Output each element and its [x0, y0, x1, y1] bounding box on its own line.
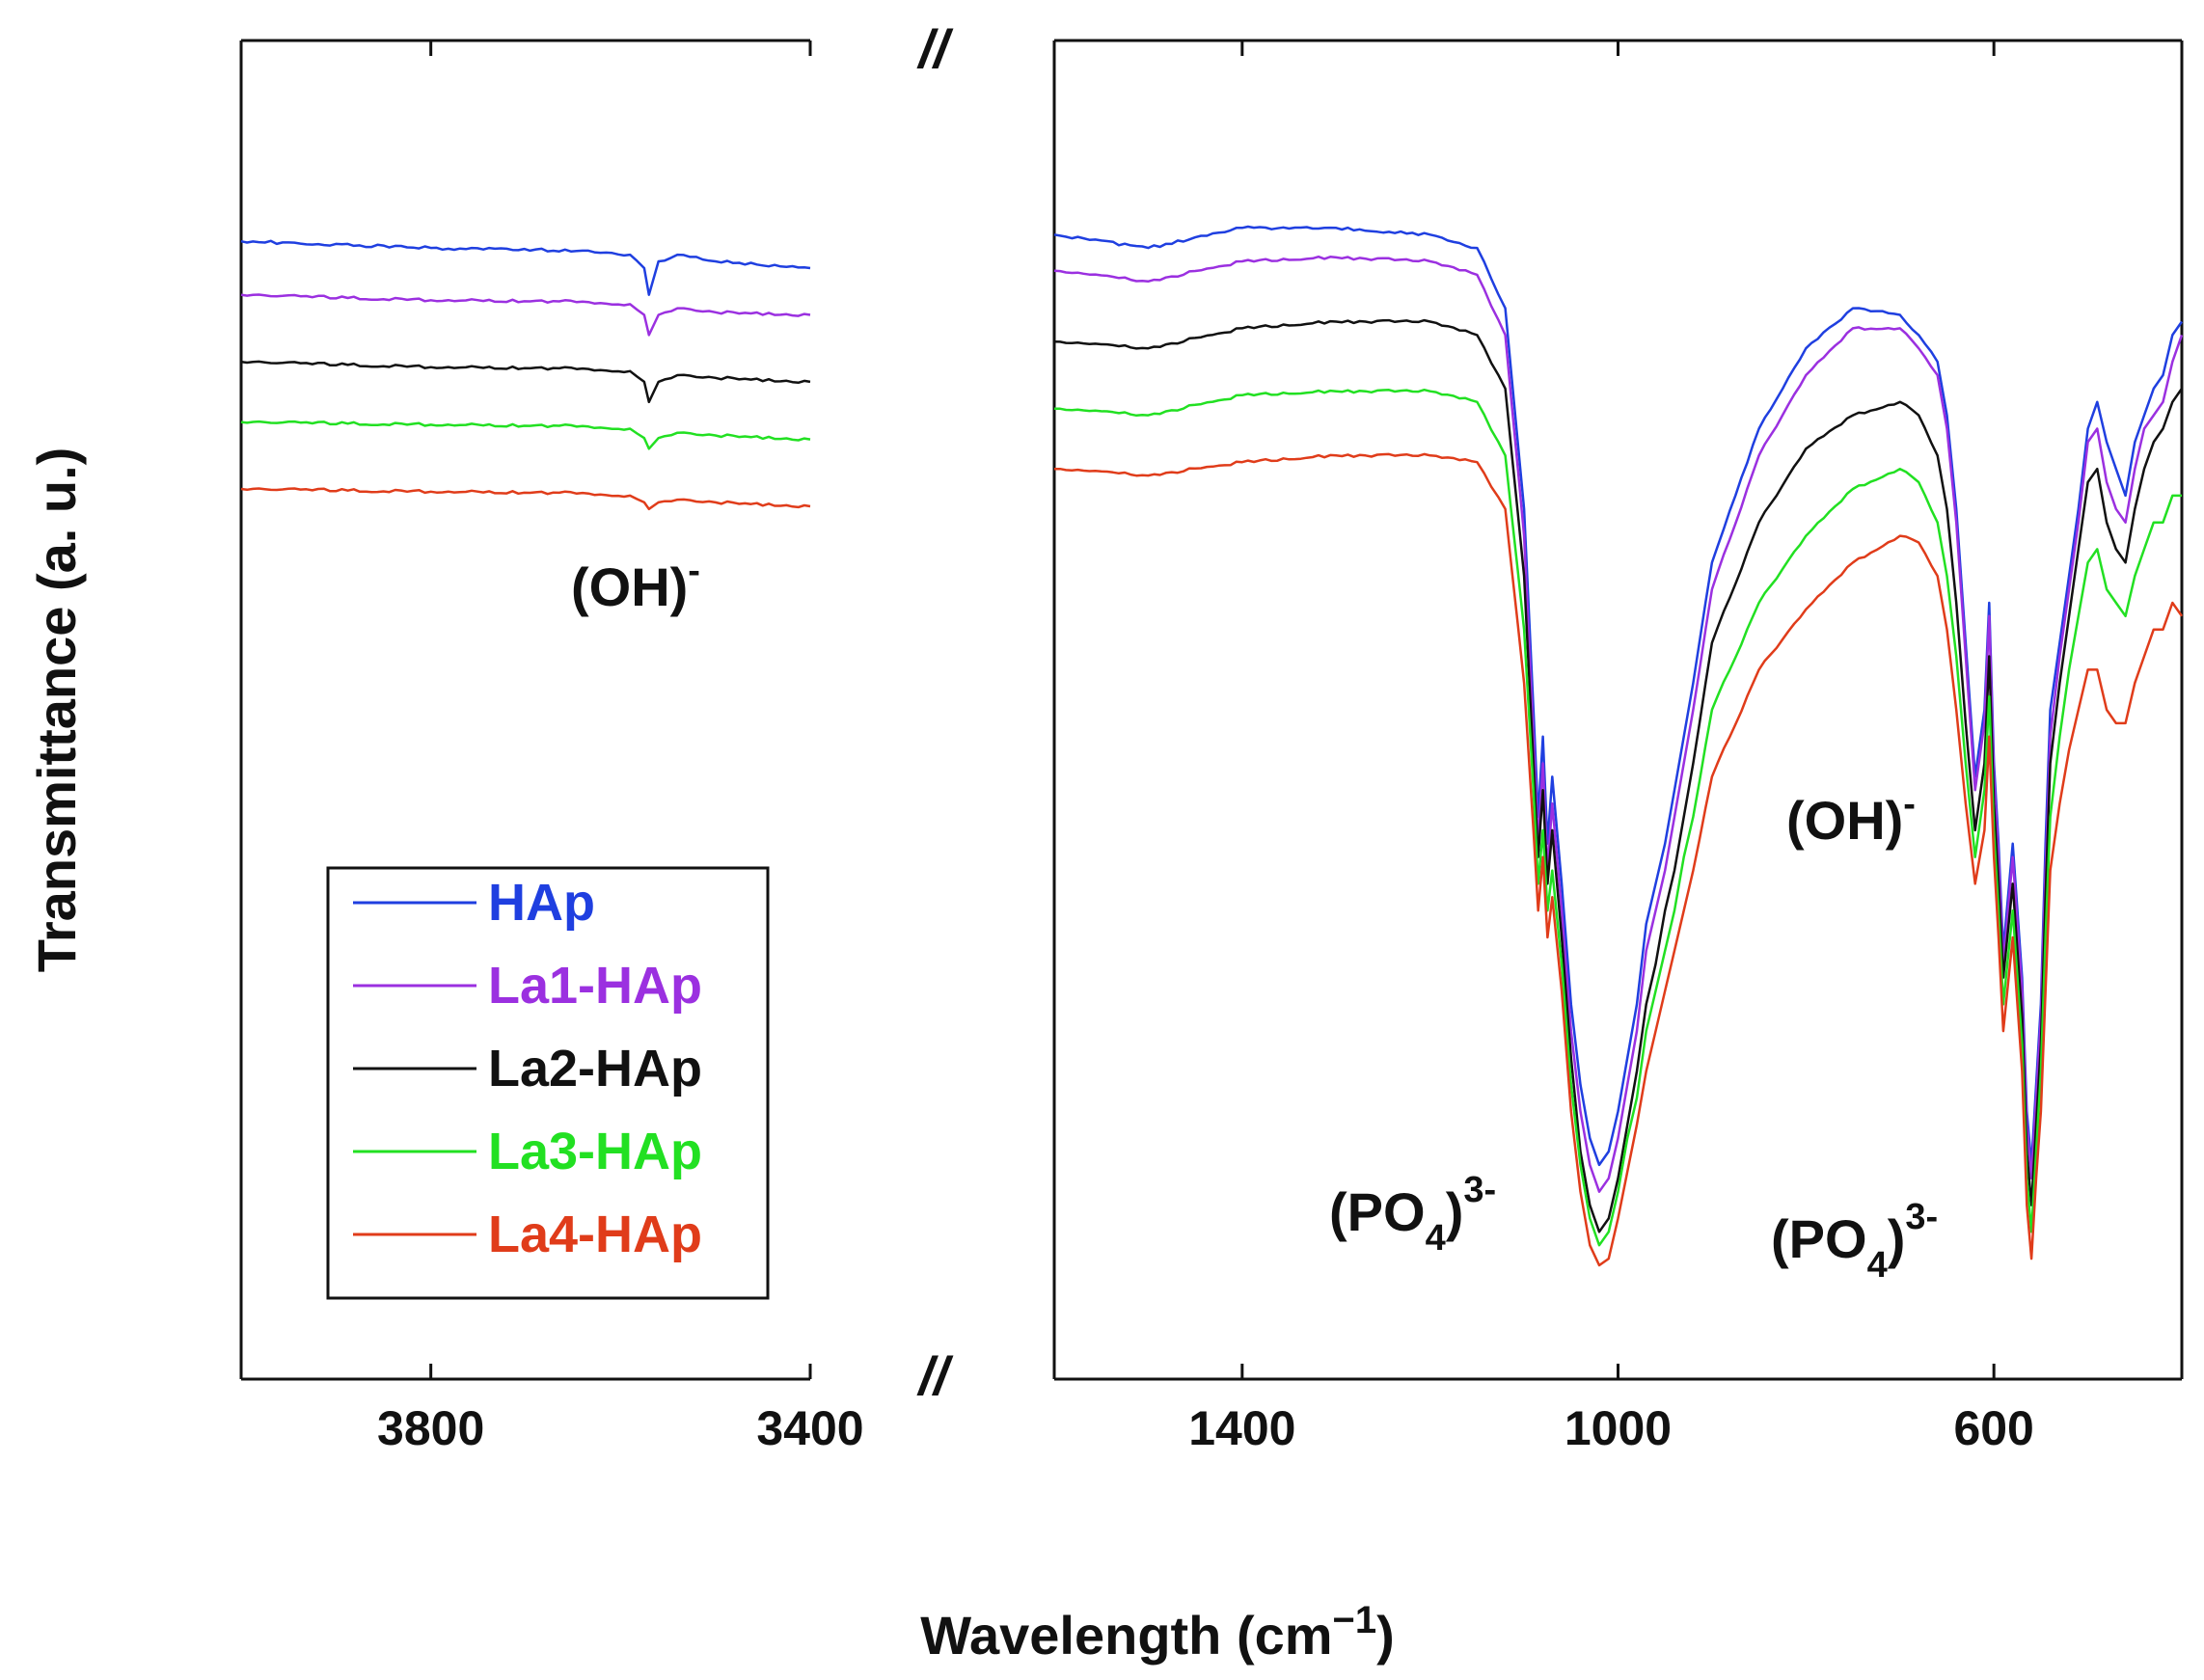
- series-line-la2-hap-left: [240, 360, 811, 404]
- annotation-po4-right: (PO4)3-: [1771, 1197, 1938, 1286]
- x-tick-label-3800: 3800: [377, 1401, 484, 1455]
- x-axis-ticks: 3800 3400 1400 1000 600: [377, 41, 2034, 1455]
- legend: HAp La1-HAp La2-HAp La3-HAp La4-HAp: [326, 866, 770, 1300]
- x-axis-label: Wavelength (cm−1): [920, 1599, 1395, 1666]
- series-layer: [240, 225, 2184, 1267]
- x-axis-label-main: Wavelength (cm: [920, 1605, 1332, 1666]
- x-tick-label-600: 600: [1953, 1401, 2033, 1455]
- legend-label-la2-hap: La2-HAp: [488, 1040, 702, 1097]
- axis-break-bottom: //: [915, 1345, 954, 1406]
- series-line-hap-right: [1053, 225, 2184, 1167]
- legend-label-hap: HAp: [488, 874, 595, 932]
- series-line-hap-left: [240, 239, 811, 296]
- axis-break-top: //: [915, 18, 954, 79]
- x-tick-label-3400: 3400: [756, 1401, 863, 1455]
- x-axis-label-sup: −1: [1333, 1599, 1377, 1641]
- x-tick-label-1400: 1400: [1188, 1401, 1295, 1455]
- series-line-la3-hap-right: [1053, 388, 2182, 1247]
- y-axis-label: Transmittance (a. u.): [26, 447, 87, 973]
- series-line-la4-hap-left: [240, 487, 811, 511]
- series-line-la4-hap-right: [1054, 452, 2184, 1267]
- legend-label-la1-hap: La1-HAp: [488, 957, 702, 1015]
- series-line-la2-hap-right: [1053, 318, 2184, 1233]
- series-line-la1-hap-left: [240, 293, 811, 337]
- annotation-po4-left: (PO4)3-: [1329, 1170, 1496, 1259]
- legend-label-la3-hap: La3-HAp: [488, 1123, 702, 1180]
- left-panel-frame: [239, 39, 810, 1381]
- legend-label-la4-hap: La4-HAp: [488, 1206, 702, 1263]
- annotation-oh-left: (OH)-: [571, 551, 700, 617]
- legend-box: [326, 866, 770, 1300]
- x-tick-label-1000: 1000: [1565, 1401, 1672, 1455]
- series-line-la1-hap-right: [1053, 255, 2184, 1193]
- legend-entries: HAp La1-HAp La2-HAp La3-HAp La4-HAp: [353, 874, 702, 1263]
- annotation-oh-right: (OH)-: [1786, 784, 1916, 851]
- series-line-la3-hap-left: [240, 420, 811, 450]
- x-axis-label-close: ): [1376, 1605, 1395, 1666]
